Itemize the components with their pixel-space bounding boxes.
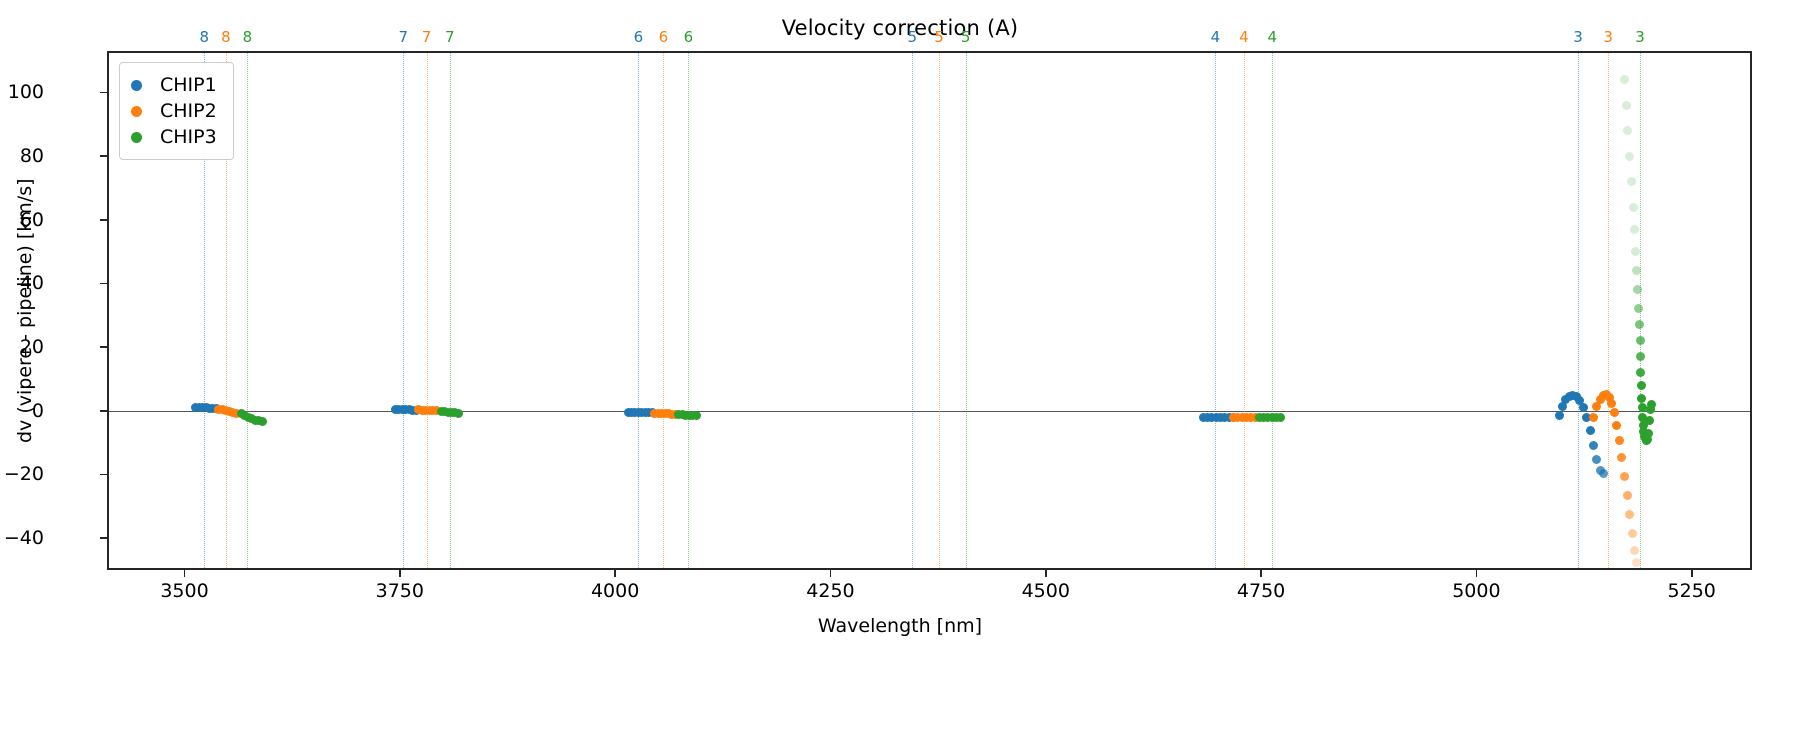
order-number-label: 3 bbox=[1603, 28, 1613, 46]
order-number-label: 8 bbox=[199, 28, 210, 46]
order-marker-line bbox=[938, 51, 940, 570]
order-number-label: 5 bbox=[907, 28, 918, 46]
x-tick-label: 3500 bbox=[160, 580, 209, 602]
legend-marker-chip2 bbox=[131, 105, 142, 117]
y-tick-mark bbox=[100, 91, 107, 94]
legend-label-chip2: CHIP2 bbox=[160, 100, 217, 122]
x-tick-label: 4750 bbox=[1236, 580, 1286, 602]
order-marker-line bbox=[1272, 51, 1274, 570]
order-number-label: 6 bbox=[683, 28, 694, 46]
y-tick-mark bbox=[100, 537, 107, 539]
zero-reference-line bbox=[107, 410, 1752, 412]
y-tick-label: 60 bbox=[19, 208, 44, 231]
x-tick-mark bbox=[1260, 570, 1262, 577]
order-number-label: 3 bbox=[1635, 28, 1645, 46]
order-number-label: 7 bbox=[421, 28, 432, 46]
y-tick-label: 80 bbox=[19, 145, 44, 168]
order-marker-line bbox=[1215, 51, 1217, 570]
y-tick-label: 0 bbox=[31, 399, 44, 422]
order-number-label: 8 bbox=[242, 28, 253, 46]
legend-marker-chip1 bbox=[131, 79, 142, 91]
x-tick-mark bbox=[614, 570, 616, 577]
order-marker-line bbox=[449, 51, 451, 570]
order-number-label: 3 bbox=[1573, 28, 1583, 46]
order-marker-line bbox=[247, 51, 249, 570]
order-number-label: 7 bbox=[398, 28, 409, 46]
legend-item-chip2[interactable]: CHIP2 bbox=[131, 98, 217, 124]
y-tick-label: −40 bbox=[3, 527, 44, 550]
order-number-label: 8 bbox=[221, 28, 231, 46]
order-number-label: 6 bbox=[658, 28, 669, 46]
x-tick-label: 4500 bbox=[1021, 580, 1070, 602]
x-tick-mark bbox=[399, 570, 401, 577]
y-tick-mark bbox=[100, 409, 107, 412]
legend-item-chip3[interactable]: CHIP3 bbox=[131, 124, 217, 150]
legend-marker-chip3 bbox=[131, 131, 142, 143]
x-tick-label: 4000 bbox=[590, 580, 640, 602]
y-tick-label: 100 bbox=[7, 81, 44, 104]
order-number-label: 5 bbox=[934, 28, 944, 46]
y-tick-mark bbox=[100, 155, 107, 157]
order-marker-line bbox=[688, 51, 690, 570]
x-tick-mark bbox=[183, 570, 186, 577]
x-tick-mark bbox=[829, 570, 832, 577]
order-number-label: 4 bbox=[1267, 28, 1278, 46]
x-tick-mark bbox=[1475, 570, 1478, 577]
legend-label-chip3: CHIP3 bbox=[160, 126, 217, 148]
order-marker-line bbox=[204, 51, 206, 570]
y-tick-mark bbox=[100, 218, 107, 221]
order-number-label: 6 bbox=[633, 28, 644, 46]
x-tick-mark bbox=[1690, 570, 1693, 577]
order-marker-line bbox=[638, 51, 640, 570]
order-marker-line bbox=[965, 51, 967, 570]
legend: CHIP1 CHIP2 CHIP3 bbox=[119, 62, 234, 160]
x-tick-label: 5000 bbox=[1452, 580, 1501, 602]
order-number-label: 5 bbox=[960, 28, 971, 46]
legend-label-chip1: CHIP1 bbox=[160, 74, 217, 96]
order-number-label: 4 bbox=[1210, 28, 1221, 46]
y-tick-mark bbox=[100, 473, 107, 476]
order-marker-line bbox=[1608, 51, 1610, 570]
order-marker-line bbox=[912, 51, 914, 570]
x-tick-label: 4250 bbox=[806, 580, 855, 602]
x-axis-label: Wavelength [nm] bbox=[817, 615, 983, 637]
y-tick-label: −20 bbox=[3, 463, 44, 486]
order-marker-line bbox=[1243, 51, 1245, 570]
order-number-label: 4 bbox=[1239, 28, 1249, 46]
page-title: Velocity correction (A) bbox=[781, 16, 1019, 40]
order-number-label: 7 bbox=[444, 28, 455, 46]
order-marker-line bbox=[426, 51, 428, 570]
x-tick-mark bbox=[1044, 570, 1047, 577]
order-marker-line bbox=[225, 51, 227, 570]
order-marker-line bbox=[403, 51, 405, 570]
y-tick-mark bbox=[100, 282, 107, 285]
legend-item-chip1[interactable]: CHIP1 bbox=[131, 72, 217, 98]
x-tick-label: 5250 bbox=[1667, 580, 1716, 602]
y-tick-label: 20 bbox=[19, 336, 44, 359]
axes-frame bbox=[107, 51, 1752, 570]
order-marker-line bbox=[663, 51, 665, 570]
y-tick-mark bbox=[100, 346, 107, 348]
y-tick-label: 40 bbox=[19, 272, 44, 295]
order-marker-line bbox=[1578, 51, 1580, 570]
x-tick-label: 3750 bbox=[375, 580, 424, 602]
